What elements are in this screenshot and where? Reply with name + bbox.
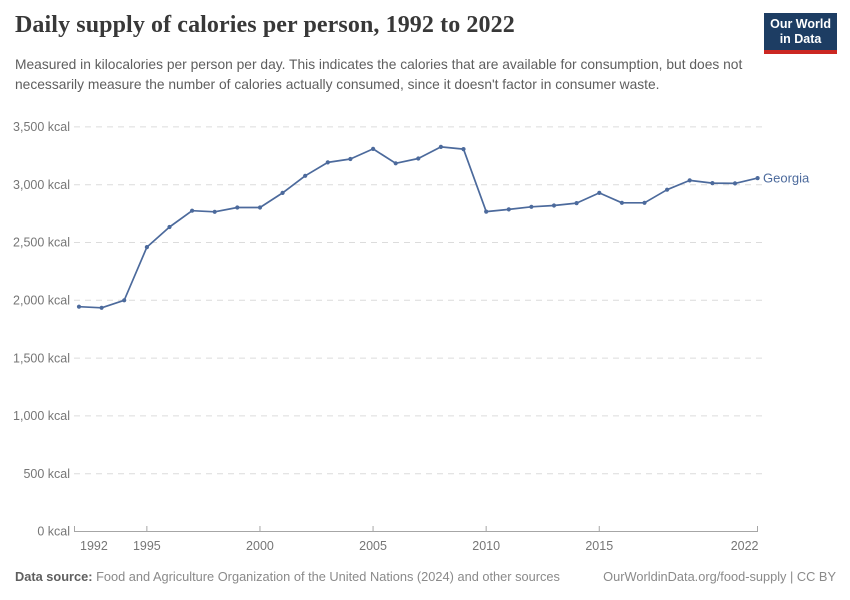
data-point [529,204,534,209]
data-point [144,245,149,250]
owid-logo: Our World in Data [764,13,837,54]
data-point [257,205,263,210]
data-point [461,147,466,152]
owid-logo-line2: in Data [779,32,822,46]
y-axis-label: 3,500 kcal [13,120,70,134]
y-axis-label: 1,000 kcal [13,409,70,423]
x-axis-label: 2005 [359,539,387,553]
data-point [642,200,647,205]
y-axis-label: 2,000 kcal [13,294,70,308]
data-point [732,181,738,186]
x-axis-label: 2000 [246,539,274,553]
data-source-note: Data source: Food and Agriculture Organi… [15,569,560,584]
x-axis-label: 2010 [472,539,500,553]
data-point [710,181,715,186]
data-source-text: Food and Agriculture Organization of the… [92,569,560,584]
data-point [393,161,398,166]
y-axis-label: 1,500 kcal [13,351,70,365]
data-point [190,208,195,213]
data-point [76,304,82,309]
data-point [416,156,421,161]
y-axis-label: 2,500 kcal [13,236,70,250]
data-point [687,178,692,183]
data-point [303,173,308,178]
owid-logo-line1: Our World [770,17,831,31]
data-point [371,146,376,151]
data-point [574,201,579,206]
x-axis-label: 2022 [731,539,759,553]
x-axis-label: 2015 [585,539,613,553]
data-point [619,200,625,205]
license-note: OurWorldinData.org/food-supply | CC BY [603,569,836,584]
data-point [325,160,330,165]
data-line [78,146,759,309]
x-axis-label: 1992 [80,539,108,553]
data-point [506,207,511,212]
data-point [348,156,353,162]
data-point [484,209,489,214]
x-axis-label: 1995 [133,539,161,553]
y-axis-label: 3,000 kcal [13,178,70,192]
series-label: Georgia [763,170,810,185]
data-source-label: Data source: [15,569,93,584]
data-point [755,176,760,181]
y-axis-label: 0 kcal [37,525,70,539]
data-point [167,224,172,230]
page-title: Daily supply of calories per person, 199… [15,12,515,38]
data-point [212,209,217,214]
chart-subtitle: Measured in kilocalories per person per … [15,57,743,92]
data-point [122,298,127,303]
data-point [280,190,285,195]
data-point [438,144,443,149]
data-point [99,305,104,310]
y-axis-label: 500 kcal [23,467,70,481]
data-point [551,203,557,208]
data-point [597,190,602,195]
data-point [235,205,240,210]
data-point [665,187,670,192]
